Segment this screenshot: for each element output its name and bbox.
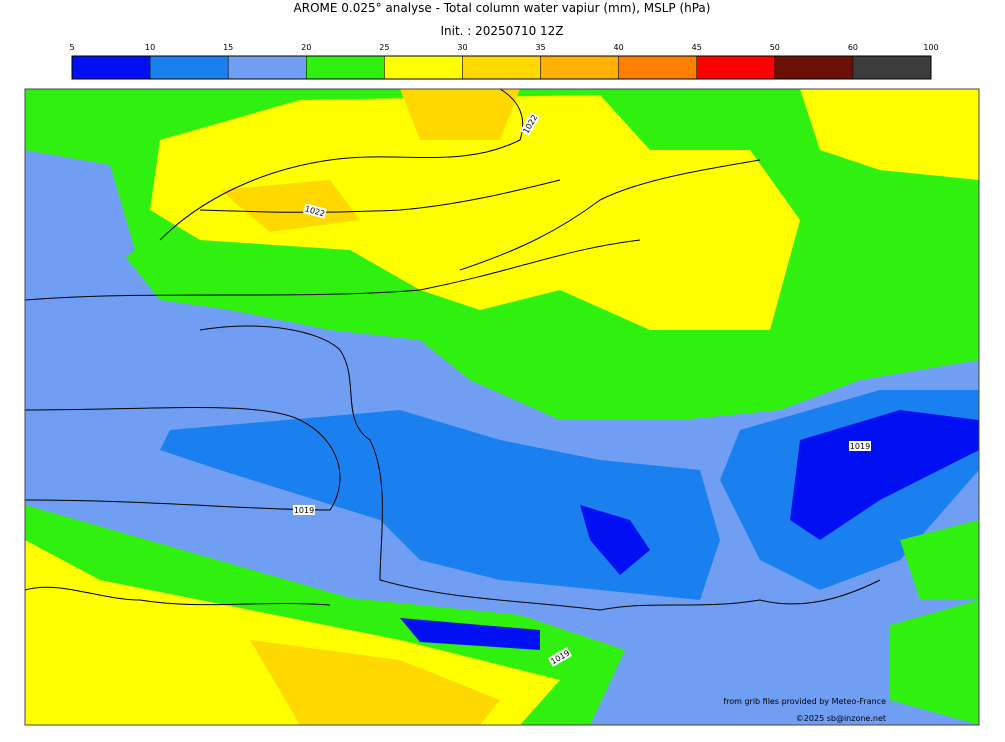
colorbar: 5 10 15 20 25 30 35 40 45 50 60 100: [69, 43, 939, 80]
isobar-label-bg: [547, 647, 573, 667]
colorbar-tick-label: 45: [692, 43, 702, 52]
colorbar-swatch: [306, 55, 385, 80]
colorbar-swatch: [384, 55, 463, 80]
subtitle: Init. : 20250710 12Z: [440, 24, 563, 38]
colorbar-tick-label: 30: [457, 43, 467, 52]
field: [400, 89, 520, 140]
field: [220, 180, 360, 232]
isobar: [199, 179, 561, 213]
field: [150, 95, 800, 330]
colorbar-swatch: [540, 55, 619, 80]
isobar-label-bg: [303, 203, 327, 219]
isobar-label-bg: [520, 111, 540, 137]
field: [580, 505, 650, 575]
colorbar-frame: [71, 55, 932, 80]
credit: ©2025 sb@inzone.net: [796, 714, 886, 723]
field: [790, 410, 979, 540]
colorbar-tick-label: 15: [223, 43, 233, 52]
coastline: [25, 586, 331, 606]
colorbar-swatch: [774, 55, 854, 80]
colorbar-swatch: [462, 55, 541, 80]
credit: from grib files provided by Meteo-France: [723, 697, 886, 706]
colorbar-tick-label: 5: [69, 43, 74, 52]
colorbar-swatch: [618, 55, 697, 80]
isobar-label: 1019: [849, 441, 871, 451]
map-frame: [24, 88, 980, 726]
isobar-label-text: 1019: [294, 506, 314, 515]
field: [25, 150, 135, 300]
isobar-label-text: 1019: [850, 442, 870, 451]
colorbar-tick-label: 50: [770, 43, 780, 52]
colorbar-tick-label: 10: [145, 43, 155, 52]
colorbar-swatch: [852, 55, 932, 80]
isobar: [25, 239, 641, 301]
field: [900, 520, 979, 600]
colorbar-tick-label: 20: [301, 43, 311, 52]
isobar: [25, 407, 341, 511]
coastlines: [25, 89, 881, 611]
coastline: [159, 89, 524, 241]
coastline: [199, 325, 881, 611]
isobar-label-bg: [293, 505, 315, 515]
colorbar-swatch: [227, 55, 307, 80]
isobar-label-bg: [849, 441, 871, 451]
colorbar-tick-label: 40: [614, 43, 624, 52]
field: [160, 410, 720, 600]
field: [250, 640, 500, 725]
field: [800, 89, 979, 180]
field: [890, 600, 979, 725]
colorbar-swatch: [71, 55, 151, 80]
colorbar-swatch: [149, 55, 229, 80]
title: AROME 0.025° analyse - Total column wate…: [294, 1, 711, 15]
colorbar-swatch: [696, 55, 776, 80]
field: [400, 618, 540, 650]
map: [25, 89, 979, 725]
colorbar-tick-label: 35: [535, 43, 545, 52]
isobar-label: 1019: [293, 505, 315, 515]
colorbar-tick-label: 25: [379, 43, 389, 52]
coastline: [459, 159, 761, 271]
colorbar-tick-label: 60: [848, 43, 858, 52]
colorbar-tick-label: 100: [923, 43, 938, 52]
